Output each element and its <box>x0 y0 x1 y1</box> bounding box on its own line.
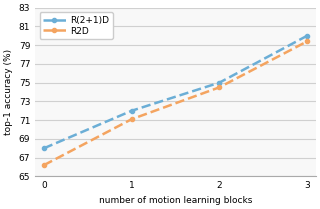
Legend: R(2+1)D, R2D: R(2+1)D, R2D <box>40 12 113 39</box>
Line: R2D: R2D <box>42 39 309 167</box>
Line: R(2+1)D: R(2+1)D <box>42 34 309 150</box>
Y-axis label: top-1 accuracy (%): top-1 accuracy (%) <box>4 49 13 135</box>
R2D <box>42 164 46 166</box>
R(2+1)D <box>217 82 221 84</box>
R(2+1)D <box>305 34 309 37</box>
R2D <box>130 118 133 120</box>
R(2+1)D <box>130 110 133 112</box>
X-axis label: number of motion learning blocks: number of motion learning blocks <box>99 196 252 205</box>
R(2+1)D <box>42 147 46 150</box>
R2D <box>305 40 309 43</box>
R2D <box>217 86 221 89</box>
